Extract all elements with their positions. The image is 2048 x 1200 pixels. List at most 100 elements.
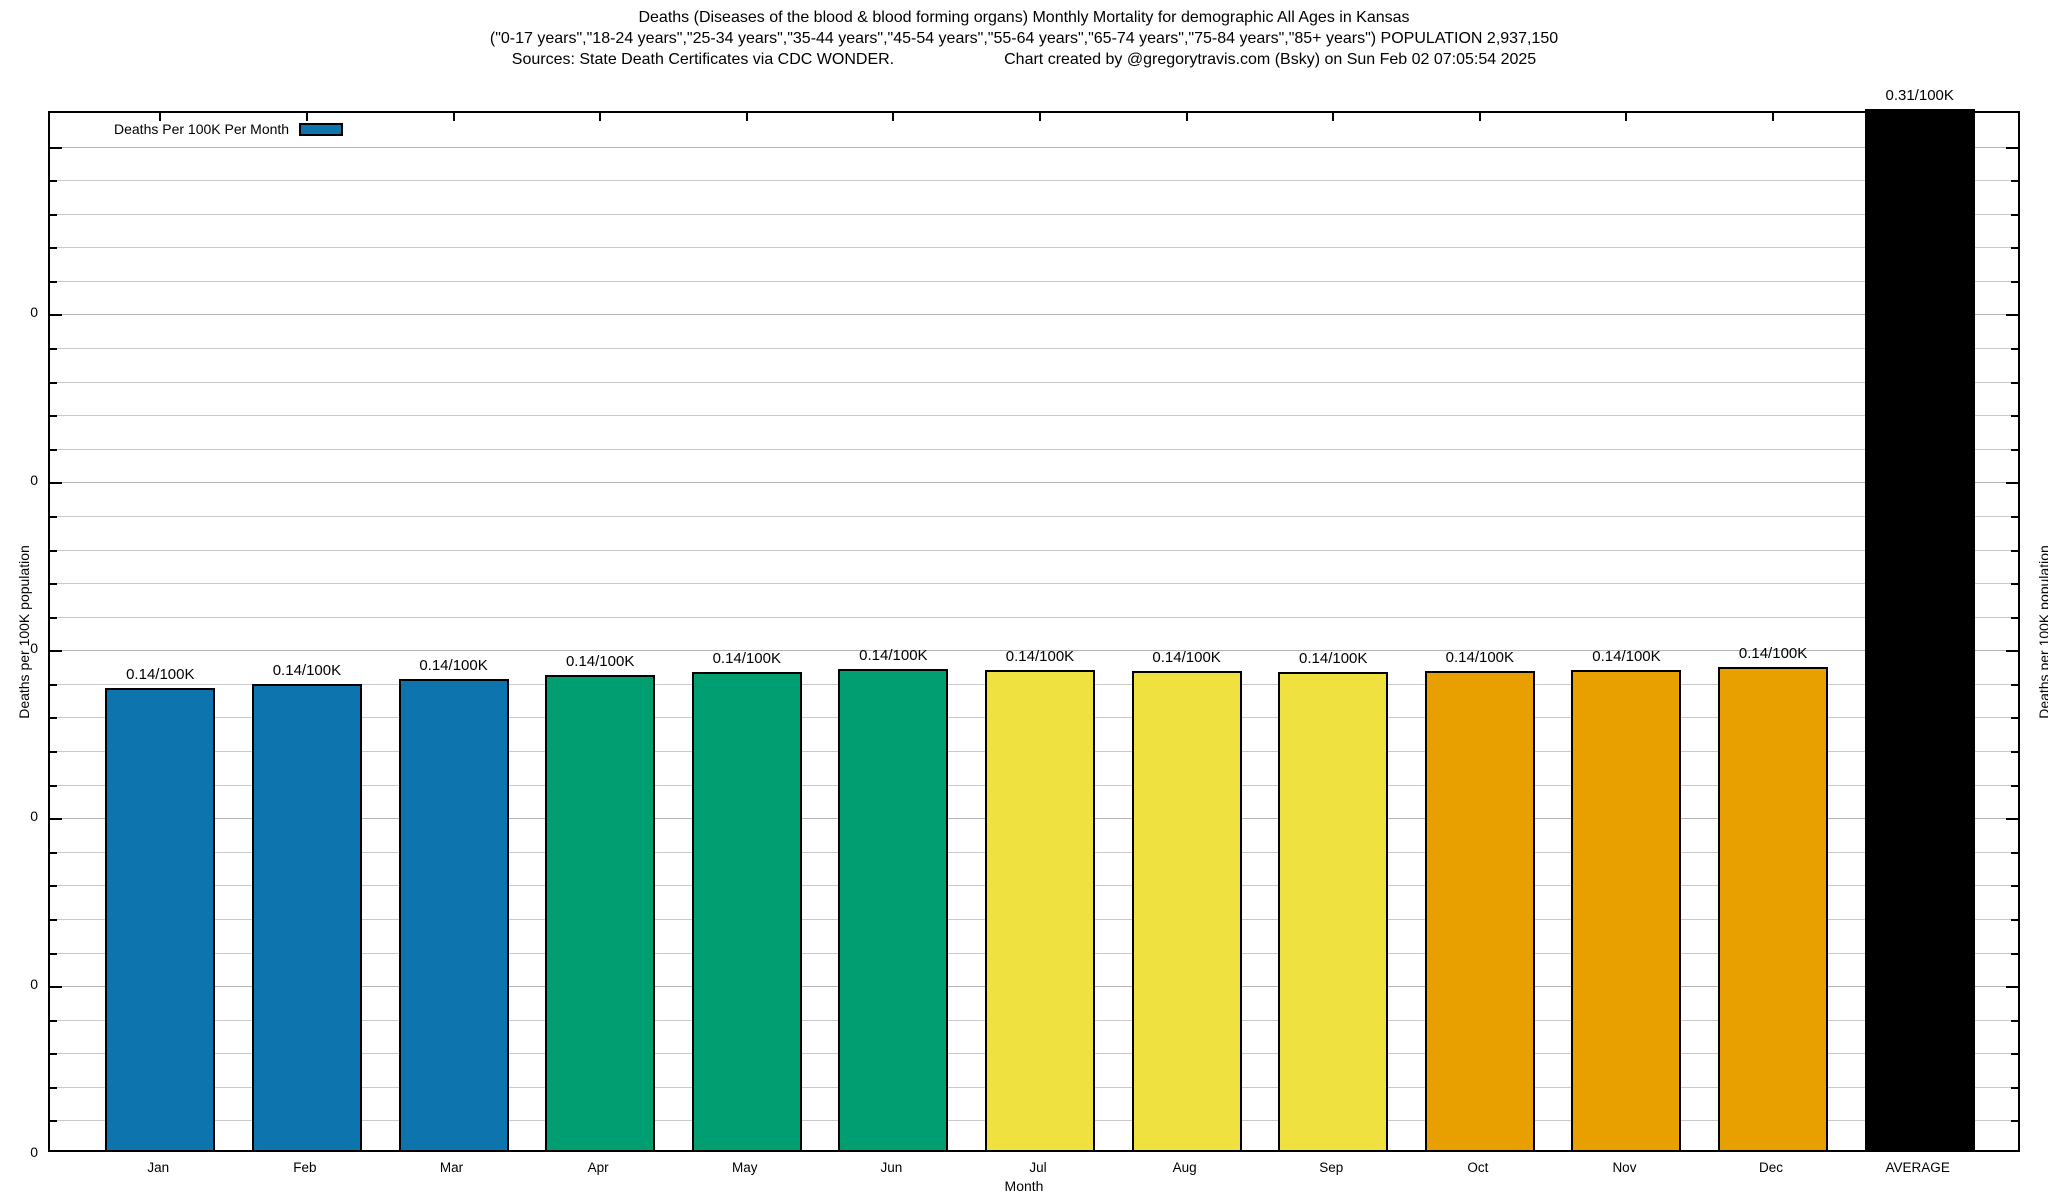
- y-tick-mark: [50, 784, 57, 787]
- y-tick-mark: [50, 415, 57, 418]
- y-tick-mark: [50, 448, 57, 451]
- legend-label: Deaths Per 100K Per Month: [114, 121, 290, 137]
- y-tick-mark: [2011, 381, 2018, 384]
- y-tick-mark: [50, 515, 57, 518]
- minor-gridline: [50, 381, 2018, 383]
- chart-credit: Chart created by @gregorytravis.com (Bsk…: [1004, 50, 1537, 68]
- y-tick-mark: [2011, 952, 2018, 955]
- y-tick-mark: [50, 146, 62, 149]
- y-tick-label: 0: [30, 640, 38, 657]
- bar-jul: [985, 670, 1095, 1150]
- y-tick-mark: [2011, 348, 2018, 351]
- x-tick-mark: [159, 113, 162, 121]
- y-tick-mark: [50, 683, 57, 686]
- bar-value-label: 0.31/100K: [1885, 87, 1954, 104]
- x-tick-mark: [452, 113, 455, 121]
- x-tick-mark: [1039, 113, 1041, 121]
- bar-jun: [838, 669, 949, 1150]
- y-tick-mark: [2006, 482, 2018, 485]
- minor-gridline: [50, 247, 2018, 249]
- y-tick-mark: [50, 549, 57, 552]
- y-tick-mark: [50, 583, 57, 586]
- x-tick-label-average: AVERAGE: [1885, 1160, 1950, 1175]
- y-tick-mark: [2011, 717, 2018, 720]
- bar-aug: [1131, 671, 1242, 1150]
- bar-value-label: 0.14/100K: [712, 649, 781, 667]
- y-tick-mark: [50, 952, 57, 955]
- minor-gridline: [50, 180, 2018, 182]
- y-tick-mark: [50, 280, 57, 283]
- y-tick-mark: [2011, 1086, 2018, 1089]
- chart-title: Deaths (Diseases of the blood & blood fo…: [638, 9, 1410, 26]
- minor-gridline: [50, 616, 2018, 618]
- minor-gridline: [50, 213, 2018, 215]
- bar-value-label: 0.14/100K: [565, 653, 635, 671]
- y-tick-mark: [2011, 851, 2018, 854]
- bar-value-label: 0.14/100K: [1738, 645, 1808, 663]
- y-axis-label-left: Deaths per 100K population: [16, 545, 32, 719]
- x-tick-label-oct: Oct: [1467, 1160, 1489, 1175]
- bar-mar: [398, 679, 509, 1150]
- y-tick-mark: [50, 247, 57, 250]
- y-tick-mark: [2011, 751, 2018, 754]
- x-tick-mark: [1478, 113, 1481, 121]
- y-tick-mark: [50, 818, 62, 821]
- minor-gridline: [50, 448, 2018, 450]
- major-gridline: [50, 146, 2018, 148]
- plot-area: Deaths Per 100K Per Month 0.14/100K 0.14/…: [48, 87, 2020, 1152]
- x-tick-label-dec: Dec: [1759, 1160, 1784, 1175]
- y-tick-mark: [50, 650, 62, 653]
- y-tick-mark: [50, 180, 57, 183]
- x-tick-label-may: May: [732, 1160, 758, 1175]
- x-tick-mark: [892, 113, 895, 121]
- y-tick-mark: [2006, 986, 2018, 989]
- y-tick-mark: [50, 381, 57, 384]
- bar-value-label: 0.14/100K: [1592, 648, 1661, 666]
- major-gridline: [50, 650, 2018, 652]
- x-tick-label-jun: Jun: [880, 1160, 903, 1175]
- bar-value-label: 0.14/100K: [1299, 649, 1368, 667]
- y-tick-mark: [2011, 515, 2018, 518]
- y-tick-mark: [2011, 213, 2018, 216]
- y-tick-mark: [50, 717, 57, 720]
- x-tick-mark: [1772, 113, 1775, 121]
- major-gridline: [50, 314, 2018, 316]
- y-tick-mark: [50, 1019, 57, 1022]
- chart-source-line: Sources: State Death Certificates via CD…: [0, 50, 2048, 71]
- bar-value-label: 0.14/100K: [1005, 648, 1075, 666]
- y-tick-label: 0: [30, 1144, 38, 1160]
- y-tick-mark: [2011, 885, 2018, 888]
- bar-dec: [1718, 667, 1829, 1150]
- y-tick-mark: [50, 885, 57, 888]
- y-tick-mark: [2011, 180, 2018, 183]
- x-tick-mark: [305, 113, 308, 121]
- y-tick-mark: [50, 918, 57, 921]
- y-tick-mark: [50, 314, 62, 317]
- y-tick-mark: [50, 482, 62, 485]
- minor-gridline: [50, 280, 2018, 282]
- x-tick-mark: [745, 113, 748, 121]
- y-tick-mark: [2011, 247, 2018, 250]
- y-tick-mark: [2011, 1120, 2018, 1123]
- x-tick-mark: [1185, 113, 1188, 121]
- y-tick-mark: [2011, 1019, 2018, 1022]
- legend: Deaths Per 100K Per Month: [114, 121, 344, 137]
- y-tick-mark: [50, 348, 57, 351]
- chart-subtitle-demographics: ("0-17 years","18-24 years","25-34 years…: [489, 29, 1559, 47]
- bar-apr: [545, 675, 656, 1150]
- x-tick-label-nov: Nov: [1612, 1160, 1637, 1175]
- y-tick-label: 0: [30, 304, 38, 321]
- minor-gridline: [50, 515, 2018, 517]
- y-tick-mark: [2011, 918, 2018, 921]
- y-tick-mark: [2011, 583, 2018, 586]
- y-tick-mark: [50, 1053, 57, 1056]
- y-tick-mark: [50, 986, 62, 989]
- major-gridline: [50, 482, 2018, 484]
- y-tick-mark: [2006, 146, 2018, 149]
- y-tick-label: 0: [30, 976, 38, 993]
- x-tick-label-sep: Sep: [1319, 1160, 1344, 1175]
- x-tick-label-jan: Jan: [147, 1160, 170, 1175]
- y-tick-mark: [2011, 1053, 2018, 1056]
- y-tick-mark: [2006, 650, 2018, 653]
